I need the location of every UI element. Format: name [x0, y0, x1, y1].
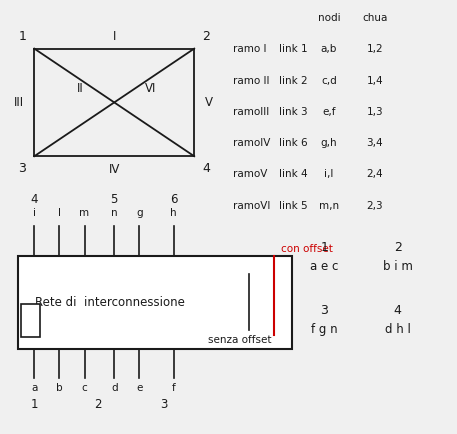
Text: l: l — [58, 208, 61, 218]
Text: ramo I: ramo I — [233, 44, 266, 54]
Text: 3: 3 — [160, 398, 167, 411]
Text: 4: 4 — [393, 304, 402, 317]
Text: link 2: link 2 — [279, 76, 308, 85]
Text: con offset: con offset — [281, 244, 333, 254]
Text: 5: 5 — [111, 193, 118, 206]
Text: g,h: g,h — [321, 138, 337, 148]
Text: link 6: link 6 — [279, 138, 308, 148]
Text: Rete di  interconnessione: Rete di interconnessione — [35, 296, 185, 309]
Text: 3: 3 — [18, 162, 26, 175]
Text: 1,2: 1,2 — [367, 44, 383, 54]
Text: link 5: link 5 — [279, 201, 308, 210]
Text: senza offset: senza offset — [208, 335, 271, 345]
Text: 2,3: 2,3 — [367, 201, 383, 210]
Text: a e c: a e c — [310, 260, 339, 273]
Text: ramoIII: ramoIII — [233, 107, 269, 117]
Text: b i m: b i m — [383, 260, 413, 273]
Text: g: g — [136, 208, 143, 218]
Text: c,d: c,d — [321, 76, 337, 85]
Text: 1: 1 — [320, 241, 329, 254]
Text: 3: 3 — [320, 304, 329, 317]
Text: nodi: nodi — [318, 13, 340, 23]
Text: VI: VI — [145, 82, 156, 95]
Text: c: c — [82, 383, 87, 393]
Text: f: f — [172, 383, 175, 393]
Text: USB: USB — [26, 311, 35, 330]
Text: h: h — [170, 208, 177, 218]
Text: II: II — [77, 82, 83, 95]
Text: i: i — [33, 208, 36, 218]
Text: i,l: i,l — [324, 169, 334, 179]
Text: 1,3: 1,3 — [367, 107, 383, 117]
Text: 2: 2 — [202, 30, 210, 43]
Text: m: m — [80, 208, 90, 218]
Text: III: III — [14, 96, 24, 109]
Text: m,n: m,n — [319, 201, 339, 210]
Text: 3,4: 3,4 — [367, 138, 383, 148]
Text: link 3: link 3 — [279, 107, 308, 117]
Text: e: e — [136, 383, 143, 393]
Text: chua: chua — [362, 13, 388, 23]
Text: ramo II: ramo II — [233, 76, 270, 85]
Text: 1,4: 1,4 — [367, 76, 383, 85]
Text: e,f: e,f — [322, 107, 336, 117]
Text: d: d — [111, 383, 117, 393]
Bar — [21, 304, 40, 337]
Text: V: V — [205, 96, 213, 109]
Text: 1: 1 — [31, 398, 38, 411]
Text: 2: 2 — [393, 241, 402, 254]
Text: 2: 2 — [95, 398, 102, 411]
Text: b: b — [56, 383, 63, 393]
Bar — [18, 256, 292, 349]
Text: f g n: f g n — [311, 323, 338, 336]
Text: 2,4: 2,4 — [367, 169, 383, 179]
Text: 4: 4 — [31, 193, 38, 206]
Text: 6: 6 — [170, 193, 177, 206]
Text: ramoIV: ramoIV — [233, 138, 271, 148]
Text: ramoV: ramoV — [233, 169, 267, 179]
Text: 1: 1 — [18, 30, 26, 43]
Text: 4: 4 — [202, 162, 210, 175]
Text: IV: IV — [109, 163, 120, 176]
Text: ramoVI: ramoVI — [233, 201, 271, 210]
Text: link 4: link 4 — [279, 169, 308, 179]
Text: I: I — [112, 30, 116, 43]
Text: link 1: link 1 — [279, 44, 308, 54]
Text: n: n — [111, 208, 117, 218]
Text: a,b: a,b — [321, 44, 337, 54]
Text: a: a — [31, 383, 37, 393]
Text: d h l: d h l — [385, 323, 410, 336]
